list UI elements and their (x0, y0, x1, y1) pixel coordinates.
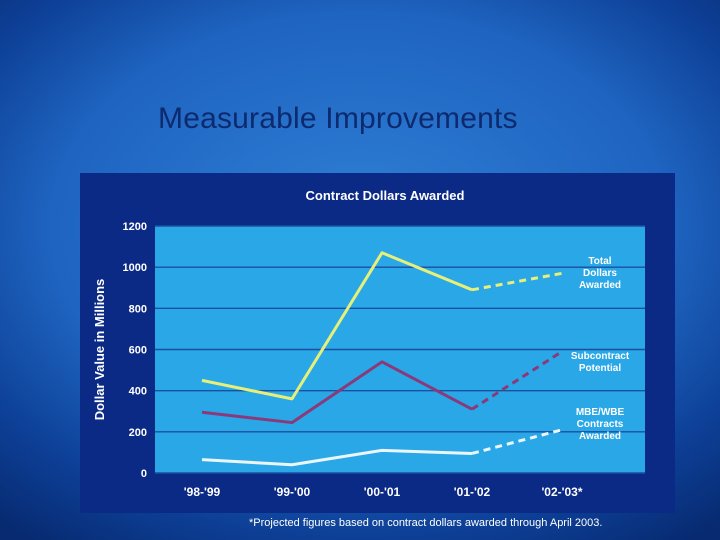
y-axis-label: Dollar Value in Millions (92, 279, 107, 421)
line-chart: Contract Dollars Awarded 0 200 400 600 800 10… (92, 188, 645, 499)
chart-title: Contract Dollars Awarded (306, 188, 465, 203)
x-tick-label: '01-'02 (454, 485, 491, 499)
y-tick-label: 1200 (123, 221, 147, 233)
x-tick-label: '99-'00 (274, 485, 311, 499)
y-tick-label: 0 (141, 468, 147, 480)
x-tick-label: '02-'03* (541, 485, 582, 499)
x-tick-label: '00-'01 (364, 485, 401, 499)
series-line-projected (471, 428, 563, 455)
y-tick-label: 400 (129, 386, 147, 398)
x-tick-label: '98-'99 (184, 485, 221, 499)
series-label: Subcontract (571, 351, 630, 362)
series-line-projected (471, 350, 563, 411)
series-line-solid (201, 360, 473, 425)
series-label: Contracts (577, 419, 624, 430)
series-label: Total (588, 256, 611, 267)
series-line-projected (471, 271, 563, 292)
y-tick-label: 800 (129, 303, 147, 315)
chart-panel: Contract Dollars Awarded 0 200 400 600 800 10… (80, 173, 675, 513)
series-label: Potential (579, 363, 621, 374)
series-line-solid (201, 448, 473, 467)
footnote: *Projected figures based on contract dol… (249, 517, 603, 529)
y-tick-label: 600 (129, 345, 147, 357)
y-tick-label: 1000 (123, 262, 147, 274)
series-label: Awarded (579, 431, 621, 442)
series-label: Dollars (583, 268, 617, 279)
y-tick-label: 200 (129, 427, 147, 439)
series-label: Awarded (579, 280, 621, 291)
series-line-solid (201, 251, 473, 401)
slide-title: Measurable Improvements (158, 102, 518, 135)
series-label: MBE/WBE (576, 407, 625, 418)
